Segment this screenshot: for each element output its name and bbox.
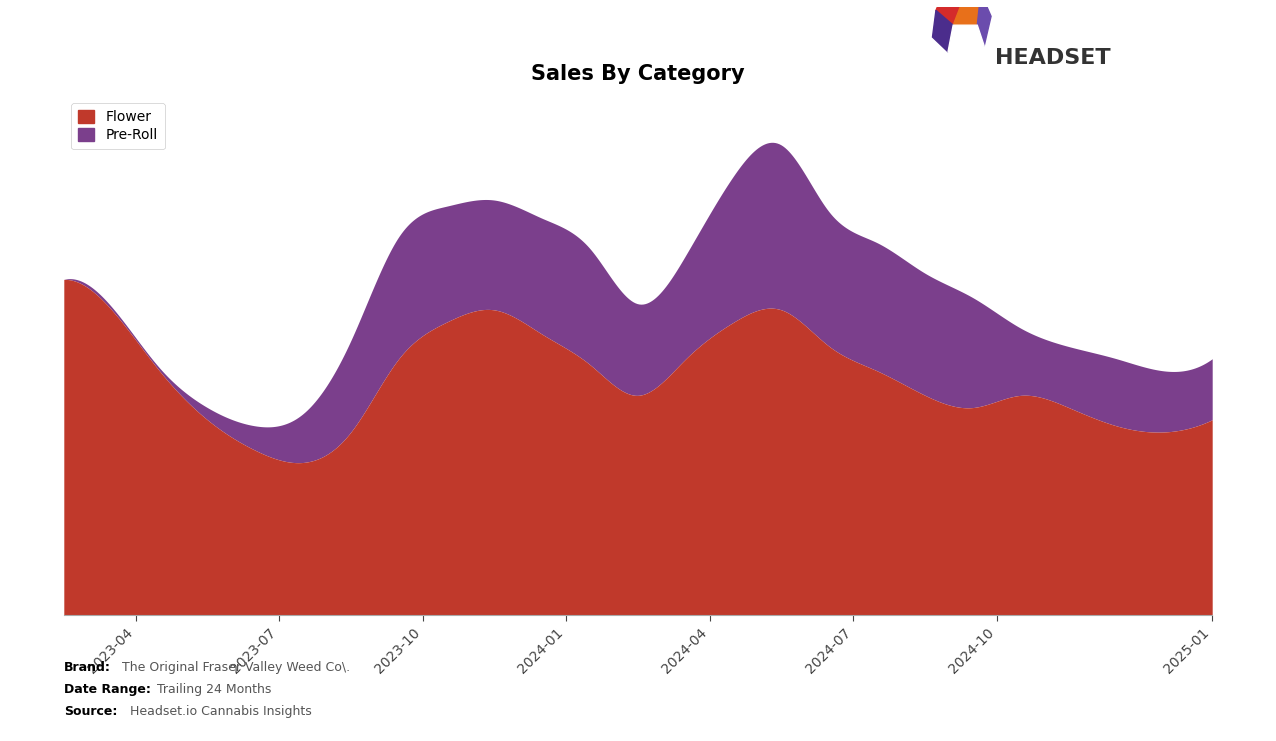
Text: Date Range:: Date Range: [64, 683, 151, 696]
Polygon shape [953, 0, 981, 25]
Legend: Flower, Pre-Roll: Flower, Pre-Roll [70, 103, 165, 150]
Text: Headset.io Cannabis Insights: Headset.io Cannabis Insights [130, 705, 311, 718]
Polygon shape [933, 10, 953, 52]
Text: Source:: Source: [64, 705, 117, 718]
Text: Trailing 24 Months: Trailing 24 Months [157, 683, 272, 696]
Text: Brand:: Brand: [64, 661, 111, 674]
Text: HEADSET: HEADSET [994, 48, 1110, 67]
Polygon shape [948, 25, 984, 52]
Polygon shape [935, 0, 963, 25]
Polygon shape [977, 0, 991, 46]
Title: Sales By Category: Sales By Category [531, 64, 745, 84]
Text: The Original Fraser Valley Weed Co\.: The Original Fraser Valley Weed Co\. [122, 661, 351, 674]
